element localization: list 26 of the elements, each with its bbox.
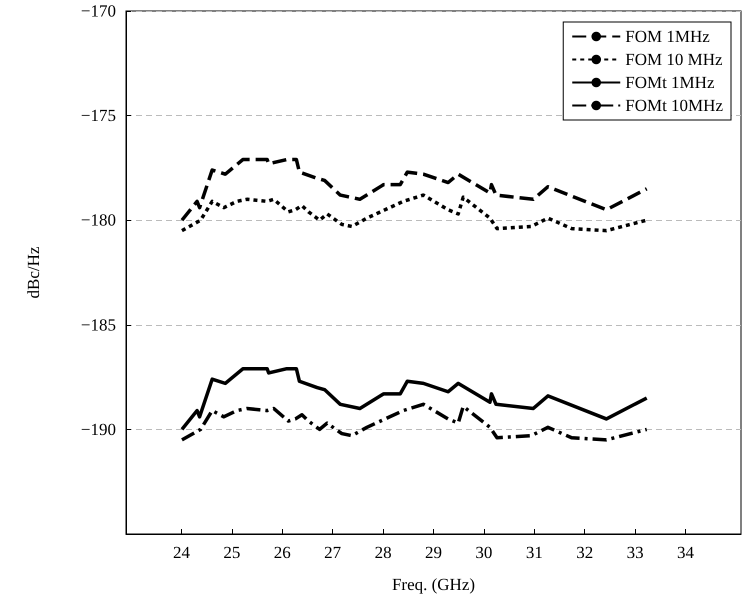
x-tick-label: 24 [172,543,190,562]
x-tick-label: 27 [324,543,342,562]
legend-label: FOM 1MHz [625,27,710,46]
y-tick-label: −190 [80,420,116,439]
x-tick-label: 31 [526,543,543,562]
x-tick-label: 29 [425,543,442,562]
legend-label: FOMt 1MHz [625,73,715,92]
y-axis-title: dBc/Hz [24,246,43,298]
y-tick-label: −185 [80,315,116,334]
x-axis-title: Freq. (GHz) [392,575,476,594]
x-tick-label: 32 [576,543,594,562]
line-series [180,366,648,432]
line-series [180,193,648,232]
x-tick-label: 25 [223,543,240,562]
line-series [180,402,648,442]
legend-label: FOMt 10MHz [625,96,724,115]
x-tick-label: 33 [626,543,644,562]
line-series [180,158,648,222]
x-tick-label: 34 [677,543,695,562]
y-tick-label: −175 [80,106,116,126]
y-tick-label: −180 [80,210,116,230]
x-tick-label: 28 [374,543,392,562]
legend-label: FOM 10 MHz [625,50,723,69]
y-tick-label: −170 [80,2,116,20]
x-tick-label: 30 [475,543,492,562]
x-tick-label: 26 [274,543,291,562]
